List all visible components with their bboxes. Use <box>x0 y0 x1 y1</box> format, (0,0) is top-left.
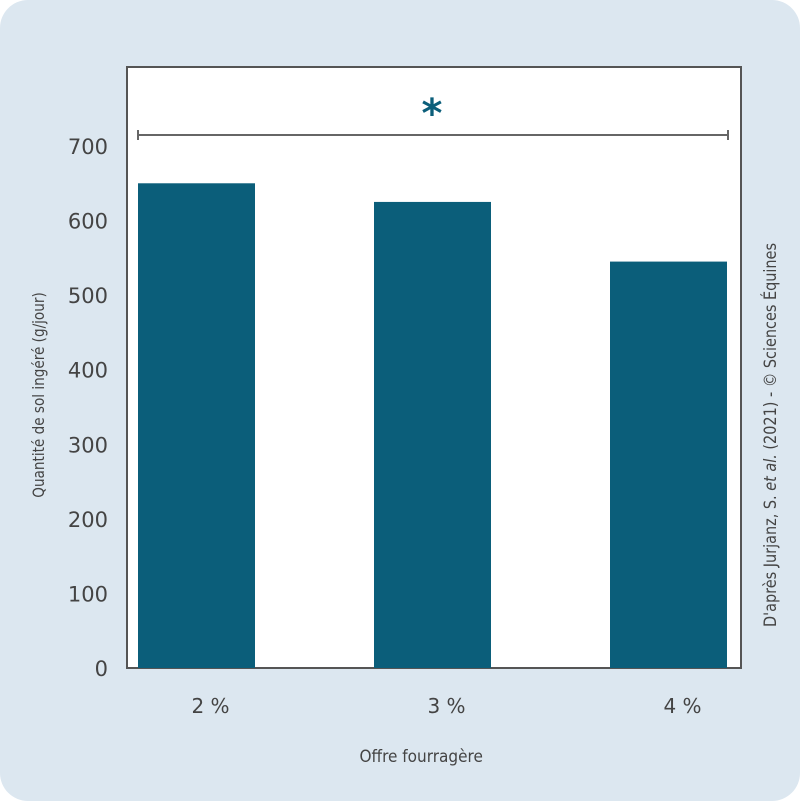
bar-2 <box>374 201 491 668</box>
y-tick-label: 400 <box>68 359 108 383</box>
y-tick-label: 0 <box>95 657 108 681</box>
x-tick-label: 2 % <box>191 694 229 718</box>
y-axis-title: Quantité de sol ingéré (g/jour) <box>30 292 48 497</box>
y-tick-label: 500 <box>68 284 108 308</box>
y-tick-label: 100 <box>68 582 108 606</box>
bar-3 <box>610 261 727 668</box>
bar-1 <box>138 183 255 669</box>
y-tick-label: 200 <box>68 508 108 532</box>
y-tick-label: 700 <box>68 135 108 159</box>
source-credit: D'après Jurjanz, S. et al. (2021) - © Sc… <box>760 243 780 627</box>
x-tick-label: 4 % <box>663 694 701 718</box>
significance-bracket: * <box>137 91 729 140</box>
y-tick-label: 300 <box>68 433 108 457</box>
significance-asterisk: * <box>422 91 443 137</box>
y-tick-label: 600 <box>68 210 108 234</box>
x-axis-title: Offre fourragère <box>360 746 483 766</box>
x-tick-label: 3 % <box>427 694 465 718</box>
